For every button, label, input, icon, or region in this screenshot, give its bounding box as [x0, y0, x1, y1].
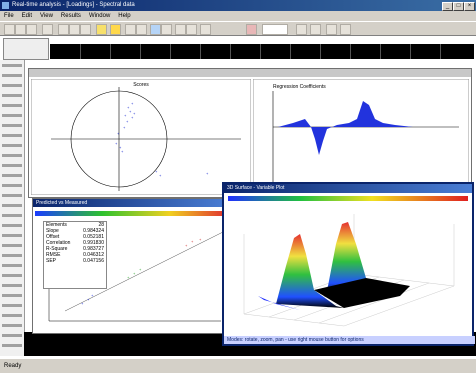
stat-value: 0.991830: [83, 240, 104, 246]
stats-box: Elements 28 Slope 0.984324 Offset 0.052181 …: [43, 221, 107, 289]
print-icon[interactable]: [42, 24, 53, 35]
stat-value: 0.047156: [83, 258, 104, 264]
svg-text:+: +: [185, 243, 188, 248]
status-text: Ready: [4, 363, 22, 369]
copy-icon[interactable]: [69, 24, 80, 35]
svg-text:+: +: [126, 119, 129, 124]
menu-view[interactable]: View: [40, 13, 53, 19]
svg-text:+: +: [91, 293, 94, 298]
svg-text:+: +: [159, 173, 162, 178]
svg-text:+: +: [127, 275, 130, 280]
svg-text:+: +: [124, 113, 127, 118]
menu-bar: File Edit View Results Window Help: [0, 11, 476, 21]
chart-window-title: [29, 69, 471, 77]
svg-text:+: +: [119, 145, 122, 150]
new-icon[interactable]: [4, 24, 15, 35]
stat-label: Slope: [46, 228, 59, 234]
svg-text:+: +: [191, 239, 194, 244]
svg-text:+: +: [199, 237, 202, 242]
stat-label: Correlation: [46, 240, 71, 246]
minimize-button[interactable]: _: [442, 2, 453, 11]
chart-window: Scores + + + + + + + + + + + + + + + Regression Coe…: [28, 68, 472, 198]
svg-text:+: +: [155, 169, 158, 174]
stat-label: Elements: [46, 222, 67, 228]
toolbar: [0, 21, 476, 36]
stat-label: SEP: [46, 258, 57, 264]
stat-value: 0.046312: [83, 252, 104, 258]
menu-results[interactable]: Results: [60, 13, 81, 19]
stat-value: 0.052181: [83, 234, 104, 240]
app-icon: [2, 2, 9, 9]
status-bar: Ready: [0, 358, 476, 373]
star-icon[interactable]: [96, 24, 107, 35]
undo-icon[interactable]: [175, 24, 186, 35]
regression-plot[interactable]: Regression Coefficients: [253, 79, 469, 195]
menu-edit[interactable]: Edit: [21, 13, 33, 19]
svg-text:+: +: [123, 125, 126, 130]
plot-icon[interactable]: [150, 24, 161, 35]
cut-icon[interactable]: [58, 24, 69, 35]
column-header-row: [50, 44, 474, 52]
predicted-window-title: Predicted vs Measured: [33, 199, 229, 207]
stat-label: Offset: [46, 234, 60, 240]
window-title: Real-time analysis - [Loadings] - Spectr…: [12, 2, 135, 8]
arrow-icon[interactable]: [296, 24, 307, 35]
svg-text:+: +: [131, 101, 134, 106]
surface-footer: Modes: rotate, zoom, pan - use right mou…: [224, 336, 475, 344]
svg-text:+: +: [121, 149, 124, 154]
svg-text:+: +: [81, 301, 84, 306]
stat-value: 0.983727: [83, 246, 104, 252]
menu-file[interactable]: File: [4, 13, 14, 19]
sheet-corner: [3, 38, 49, 60]
close-button[interactable]: ×: [464, 2, 475, 11]
scores-plot[interactable]: Scores ++++ ++++ +++ + +++: [31, 79, 251, 195]
row-header: [0, 60, 25, 356]
svg-text:+: +: [115, 141, 118, 146]
regression-title: Regression Coefficients: [273, 84, 326, 90]
redo-icon[interactable]: [186, 24, 197, 35]
svg-text:+: +: [87, 297, 90, 302]
svg-text:+: +: [129, 109, 132, 114]
chart-icon[interactable]: [125, 24, 136, 35]
stat-label: R-Square: [46, 246, 68, 252]
svg-text:+: +: [131, 115, 134, 120]
marker-icon[interactable]: [246, 24, 257, 35]
surface-window-title: 3D Surface - Variable Plot: [224, 184, 472, 193]
surface-window: 3D Surface - Variable Plot Modes: rotate…: [222, 182, 475, 346]
save-icon[interactable]: [26, 24, 37, 35]
svg-text:+: +: [117, 131, 120, 136]
maximize-button[interactable]: □: [453, 2, 464, 11]
svg-text:+: +: [127, 105, 130, 110]
open-icon[interactable]: [15, 24, 26, 35]
paste-icon[interactable]: [80, 24, 91, 35]
stat-value: 0.984324: [83, 228, 104, 234]
svg-text:+: +: [133, 271, 136, 276]
title-bar: Real-time analysis - [Loadings] - Spectr…: [0, 0, 476, 11]
menu-help[interactable]: Help: [118, 13, 131, 19]
lightning-icon[interactable]: [110, 24, 121, 35]
svg-text:+: +: [139, 267, 142, 272]
surface-plot[interactable]: [224, 194, 472, 334]
table-icon[interactable]: [136, 24, 147, 35]
column-index-row: [50, 52, 474, 59]
svg-text:+: +: [206, 171, 209, 176]
grid-icon[interactable]: [310, 24, 321, 35]
menu-window[interactable]: Window: [88, 13, 111, 19]
svg-text:+: +: [133, 111, 136, 116]
settings-icon[interactable]: [340, 24, 351, 35]
predicted-window: Predicted vs Measured + + + + + + + + + Elemen…: [32, 198, 230, 334]
help-icon[interactable]: [200, 24, 211, 35]
stat-value: 28: [98, 222, 104, 228]
zoom-combo[interactable]: [262, 24, 288, 35]
scores-title: Scores: [133, 82, 149, 88]
lines-icon[interactable]: [326, 24, 337, 35]
stat-label: RMSE: [46, 252, 61, 258]
zoom-icon[interactable]: [161, 24, 172, 35]
